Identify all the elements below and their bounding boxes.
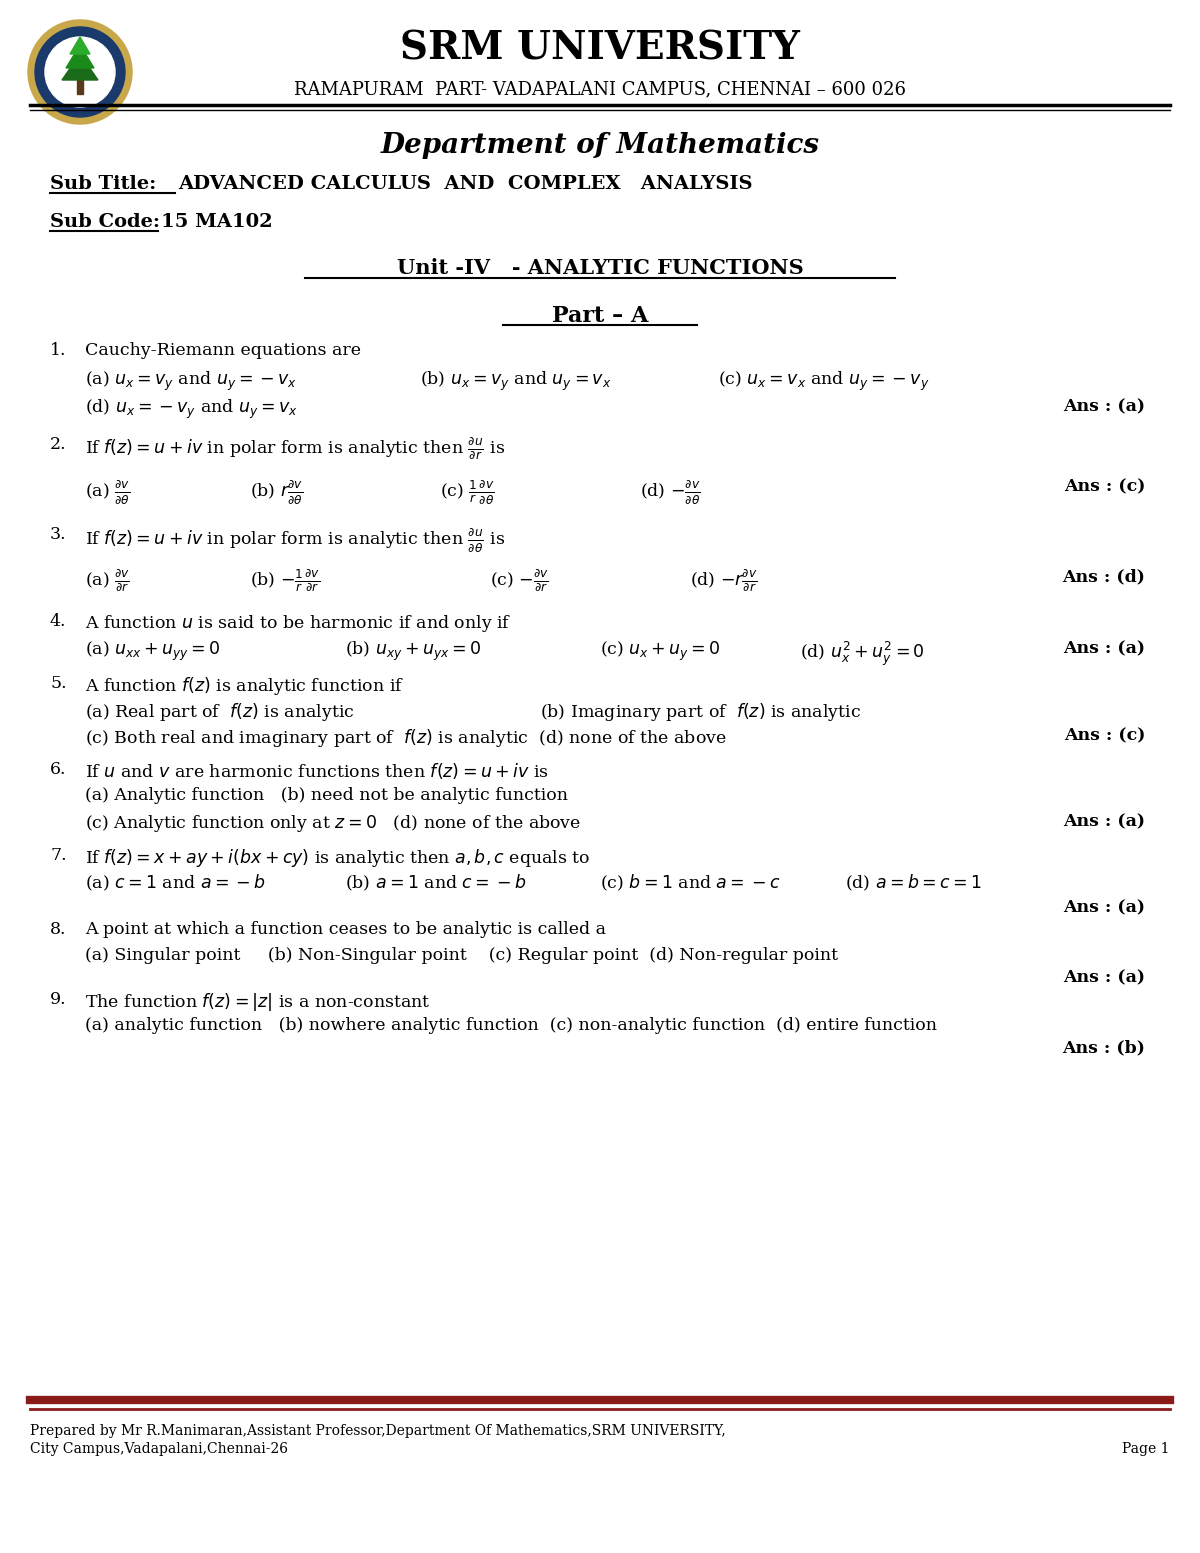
Text: 7.: 7. — [50, 846, 67, 863]
Text: Ans : (a): Ans : (a) — [1063, 640, 1145, 657]
Text: 9.: 9. — [50, 991, 67, 1008]
Text: (a) $c = 1$ and $a = -b$: (a) $c = 1$ and $a = -b$ — [85, 873, 265, 893]
Text: Ans : (a): Ans : (a) — [1063, 969, 1145, 986]
Text: Department of Mathematics: Department of Mathematics — [380, 132, 820, 158]
Text: Sub Code:: Sub Code: — [50, 213, 160, 231]
Text: If $f(z) = x + ay + i(bx + cy)$ is analytic then $a,b,c$ equals to: If $f(z) = x + ay + i(bx + cy)$ is analy… — [85, 846, 590, 870]
Text: (b) $u_{xy} + u_{yx} = 0$: (b) $u_{xy} + u_{yx} = 0$ — [346, 640, 481, 663]
Text: (d) $u_x^2 + u_y^2 = 0$: (d) $u_x^2 + u_y^2 = 0$ — [800, 640, 925, 668]
Text: (c) $u_x = v_x$ and $u_y = -v_y$: (c) $u_x = v_x$ and $u_y = -v_y$ — [718, 370, 930, 393]
Text: 8.: 8. — [50, 921, 66, 938]
Polygon shape — [77, 81, 83, 95]
Text: (a) analytic function   (b) nowhere analytic function  (c) non-analytic function: (a) analytic function (b) nowhere analyt… — [85, 1017, 937, 1034]
Text: (d) $-r\frac{\partial v}{\partial r}$: (d) $-r\frac{\partial v}{\partial r}$ — [690, 568, 757, 595]
Text: (c) Analytic function only at $z = 0$   (d) none of the above: (c) Analytic function only at $z = 0$ (d… — [85, 814, 581, 834]
Text: (a) Singular point     (b) Non-Singular point    (c) Regular point  (d) Non-regu: (a) Singular point (b) Non-Singular poin… — [85, 947, 838, 964]
Text: 1.: 1. — [50, 342, 66, 359]
Text: (b) Imaginary part of  $f(z)$ is analytic: (b) Imaginary part of $f(z)$ is analytic — [540, 700, 862, 724]
Text: 4.: 4. — [50, 613, 66, 631]
Text: If $f(z) = u + iv$ in polar form is analytic then $\frac{\partial u}{\partial \t: If $f(z) = u + iv$ in polar form is anal… — [85, 526, 505, 553]
Text: The function $f(z) = |z|$ is a non-constant: The function $f(z) = |z|$ is a non-const… — [85, 991, 431, 1013]
Circle shape — [35, 26, 125, 116]
Text: Ans : (d): Ans : (d) — [1062, 568, 1145, 585]
Text: A point at which a function ceases to be analytic is called a: A point at which a function ceases to be… — [85, 921, 606, 938]
Text: City Campus,Vadapalani,Chennai-26: City Campus,Vadapalani,Chennai-26 — [30, 1443, 288, 1457]
Text: Unit -IV   - ANALYTIC FUNCTIONS: Unit -IV - ANALYTIC FUNCTIONS — [397, 258, 803, 278]
Circle shape — [28, 20, 132, 124]
Text: (d) $-\frac{\partial v}{\partial \theta}$: (d) $-\frac{\partial v}{\partial \theta}… — [640, 478, 701, 506]
Text: (d) $u_x = -v_y$ and $u_y = v_x$: (d) $u_x = -v_y$ and $u_y = v_x$ — [85, 398, 298, 421]
Text: 5.: 5. — [50, 676, 67, 693]
Text: (b) $a = 1$ and $c = -b$: (b) $a = 1$ and $c = -b$ — [346, 873, 527, 893]
Text: (c) $-\frac{\partial v}{\partial r}$: (c) $-\frac{\partial v}{\partial r}$ — [490, 568, 548, 595]
Text: Part – A: Part – A — [552, 304, 648, 328]
Text: (c) $b = 1$ and $a = -c$: (c) $b = 1$ and $a = -c$ — [600, 873, 780, 893]
Text: Ans : (a): Ans : (a) — [1063, 398, 1145, 415]
Text: (b) $u_x = v_y$ and $u_y = v_x$: (b) $u_x = v_y$ and $u_y = v_x$ — [420, 370, 612, 393]
Text: A function $f(z)$ is analytic function if: A function $f(z)$ is analytic function i… — [85, 676, 404, 697]
Circle shape — [46, 37, 115, 107]
Text: Ans : (c): Ans : (c) — [1063, 478, 1145, 495]
Text: (c) $u_x + u_y = 0$: (c) $u_x + u_y = 0$ — [600, 640, 721, 663]
Text: Ans : (a): Ans : (a) — [1063, 814, 1145, 829]
Text: Ans : (c): Ans : (c) — [1063, 727, 1145, 744]
Text: (a) $\frac{\partial v}{\partial r}$: (a) $\frac{\partial v}{\partial r}$ — [85, 568, 130, 595]
Text: SRM UNIVERSITY: SRM UNIVERSITY — [400, 30, 800, 68]
Text: Prepared by Mr R.Manimaran,Assistant Professor,Department Of Mathematics,SRM UNI: Prepared by Mr R.Manimaran,Assistant Pro… — [30, 1424, 726, 1438]
Text: 6.: 6. — [50, 761, 66, 778]
Text: (c) $\frac{1}{r}\frac{\partial v}{\partial \theta}$: (c) $\frac{1}{r}\frac{\partial v}{\parti… — [440, 478, 494, 506]
Polygon shape — [62, 54, 98, 81]
Text: 2.: 2. — [50, 436, 67, 453]
Text: Ans : (a): Ans : (a) — [1063, 899, 1145, 916]
Text: 3.: 3. — [50, 526, 67, 544]
Text: Sub Title:: Sub Title: — [50, 175, 156, 193]
Text: (a) $\frac{\partial v}{\partial \theta}$: (a) $\frac{\partial v}{\partial \theta}$ — [85, 478, 130, 506]
Text: RAMAPURAM  PART- VADAPALANI CAMPUS, CHENNAI – 600 026: RAMAPURAM PART- VADAPALANI CAMPUS, CHENN… — [294, 81, 906, 98]
Text: ADVANCED CALCULUS  AND  COMPLEX   ANALYSIS: ADVANCED CALCULUS AND COMPLEX ANALYSIS — [178, 175, 752, 193]
Text: Ans : (b): Ans : (b) — [1062, 1039, 1145, 1056]
Polygon shape — [66, 45, 94, 68]
Text: (a) Real part of  $f(z)$ is analytic: (a) Real part of $f(z)$ is analytic — [85, 700, 354, 724]
Text: Cauchy-Riemann equations are: Cauchy-Riemann equations are — [85, 342, 361, 359]
Text: (b) $-\frac{1}{r}\frac{\partial v}{\partial r}$: (b) $-\frac{1}{r}\frac{\partial v}{\part… — [250, 568, 320, 595]
Text: (a) Analytic function   (b) need not be analytic function: (a) Analytic function (b) need not be an… — [85, 787, 568, 804]
Text: (b) $r\frac{\partial v}{\partial \theta}$: (b) $r\frac{\partial v}{\partial \theta}… — [250, 478, 304, 506]
Text: (a) $u_{xx} + u_{yy} = 0$: (a) $u_{xx} + u_{yy} = 0$ — [85, 640, 221, 663]
Polygon shape — [70, 37, 90, 54]
Text: (a) $u_x = v_y$ and $u_y = -v_x$: (a) $u_x = v_y$ and $u_y = -v_x$ — [85, 370, 298, 393]
Text: (d) $a = b = c = 1$: (d) $a = b = c = 1$ — [845, 873, 982, 893]
Text: A function $u$ is said to be harmonic if and only if: A function $u$ is said to be harmonic if… — [85, 613, 511, 634]
Text: Page 1: Page 1 — [1122, 1443, 1170, 1457]
Text: (c) Both real and imaginary part of  $f(z)$ is analytic  (d) none of the above: (c) Both real and imaginary part of $f(z… — [85, 727, 727, 749]
Text: If $f(z) = u + iv$ in polar form is analytic then $\frac{\partial u}{\partial r}: If $f(z) = u + iv$ in polar form is anal… — [85, 436, 505, 463]
Text: If $u$ and $v$ are harmonic functions then $f(z) = u + iv$ is: If $u$ and $v$ are harmonic functions th… — [85, 761, 548, 781]
Text: 15 MA102: 15 MA102 — [161, 213, 272, 231]
